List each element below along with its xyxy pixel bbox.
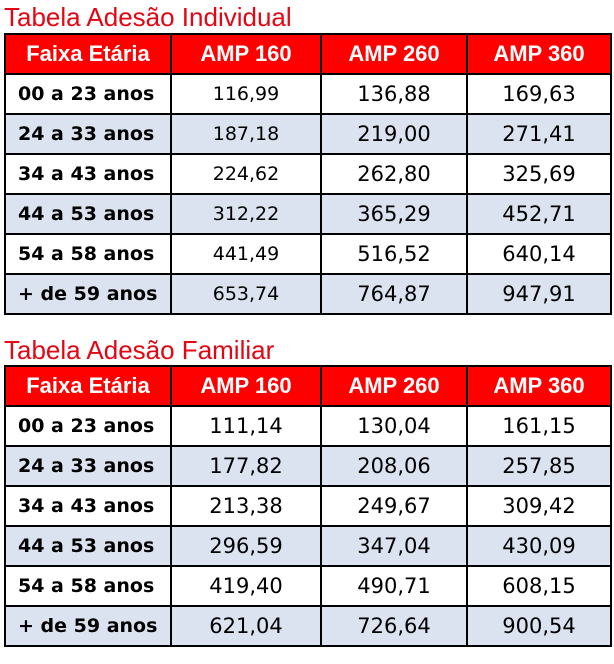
price-cell-amp-260: 262,80: [320, 153, 468, 195]
price-cell-amp-260: 208,06: [320, 445, 468, 487]
column-header-amp-160: AMP 160: [170, 365, 322, 407]
price-cell-amp-160: 187,18: [170, 113, 322, 155]
table-row: + de 59 anos 653,74 764,87 947,91: [4, 273, 612, 315]
price-cell-amp-360: 161,15: [466, 405, 612, 447]
price-cell-amp-260: 365,29: [320, 193, 468, 235]
price-cell-amp-160: 653,74: [170, 273, 322, 315]
price-cell-amp-360: 608,15: [466, 565, 612, 607]
header-row: Faixa Etária AMP 160 AMP 260 AMP 360: [4, 33, 612, 75]
column-header-amp-260: AMP 260: [320, 33, 468, 75]
price-cell-amp-260: 249,67: [320, 485, 468, 527]
price-cell-amp-160: 296,59: [170, 525, 322, 567]
table-row: 34 a 43 anos 213,38 249,67 309,42: [4, 485, 612, 527]
price-cell-amp-260: 136,88: [320, 73, 468, 115]
table-row: 24 a 33 anos 187,18 219,00 271,41: [4, 113, 612, 155]
column-header-amp-260: AMP 260: [320, 365, 468, 407]
age-range-cell: 54 a 58 anos: [4, 565, 172, 607]
table-row: + de 59 anos 621,04 726,64 900,54: [4, 605, 612, 647]
price-cell-amp-360: 452,71: [466, 193, 612, 235]
familiar-table-title: Tabela Adesão Familiar: [4, 335, 275, 365]
age-range-cell: 44 a 53 anos: [4, 525, 172, 567]
price-cell-amp-360: 271,41: [466, 113, 612, 155]
age-range-cell: 24 a 33 anos: [4, 113, 172, 155]
column-header-amp-160: AMP 160: [170, 33, 322, 75]
age-range-cell: + de 59 anos: [4, 605, 172, 647]
price-cell-amp-160: 419,40: [170, 565, 322, 607]
price-cell-amp-160: 213,38: [170, 485, 322, 527]
price-cell-amp-160: 441,49: [170, 233, 322, 275]
price-cell-amp-160: 111,14: [170, 405, 322, 447]
age-range-cell: 34 a 43 anos: [4, 485, 172, 527]
table-row: 44 a 53 anos 312,22 365,29 452,71: [4, 193, 612, 235]
column-header-amp-360: AMP 360: [466, 365, 612, 407]
price-cell-amp-260: 130,04: [320, 405, 468, 447]
price-cell-amp-360: 947,91: [466, 273, 612, 315]
table-row: 54 a 58 anos 441,49 516,52 640,14: [4, 233, 612, 275]
table-row: 54 a 58 anos 419,40 490,71 608,15: [4, 565, 612, 607]
price-cell-amp-360: 309,42: [466, 485, 612, 527]
column-header-age-range: Faixa Etária: [4, 365, 172, 407]
header-row: Faixa Etária AMP 160 AMP 260 AMP 360: [4, 365, 612, 407]
price-cell-amp-260: 490,71: [320, 565, 468, 607]
price-cell-amp-160: 116,99: [170, 73, 322, 115]
familiar-price-table: Faixa Etária AMP 160 AMP 260 AMP 360 00 …: [4, 365, 612, 647]
individual-table-title: Tabela Adesão Individual: [4, 2, 292, 32]
price-cell-amp-160: 621,04: [170, 605, 322, 647]
age-range-cell: + de 59 anos: [4, 273, 172, 315]
price-cell-amp-360: 900,54: [466, 605, 612, 647]
column-header-age-range: Faixa Etária: [4, 33, 172, 75]
price-cell-amp-360: 430,09: [466, 525, 612, 567]
table-row: 24 a 33 anos 177,82 208,06 257,85: [4, 445, 612, 487]
price-cell-amp-160: 224,62: [170, 153, 322, 195]
table-row: 00 a 23 anos 116,99 136,88 169,63: [4, 73, 612, 115]
price-cell-amp-160: 177,82: [170, 445, 322, 487]
age-range-cell: 54 a 58 anos: [4, 233, 172, 275]
price-cell-amp-360: 257,85: [466, 445, 612, 487]
age-range-cell: 34 a 43 anos: [4, 153, 172, 195]
price-cell-amp-360: 640,14: [466, 233, 612, 275]
individual-price-table: Faixa Etária AMP 160 AMP 260 AMP 360 00 …: [4, 33, 612, 315]
price-cell-amp-260: 219,00: [320, 113, 468, 155]
table-row: 00 a 23 anos 111,14 130,04 161,15: [4, 405, 612, 447]
price-cell-amp-260: 764,87: [320, 273, 468, 315]
price-cell-amp-260: 516,52: [320, 233, 468, 275]
price-cell-amp-360: 325,69: [466, 153, 612, 195]
column-header-amp-360: AMP 360: [466, 33, 612, 75]
price-cell-amp-260: 726,64: [320, 605, 468, 647]
age-range-cell: 44 a 53 anos: [4, 193, 172, 235]
price-cell-amp-160: 312,22: [170, 193, 322, 235]
table-row: 44 a 53 anos 296,59 347,04 430,09: [4, 525, 612, 567]
price-cell-amp-360: 169,63: [466, 73, 612, 115]
age-range-cell: 24 a 33 anos: [4, 445, 172, 487]
age-range-cell: 00 a 23 anos: [4, 73, 172, 115]
table-row: 34 a 43 anos 224,62 262,80 325,69: [4, 153, 612, 195]
price-cell-amp-260: 347,04: [320, 525, 468, 567]
age-range-cell: 00 a 23 anos: [4, 405, 172, 447]
